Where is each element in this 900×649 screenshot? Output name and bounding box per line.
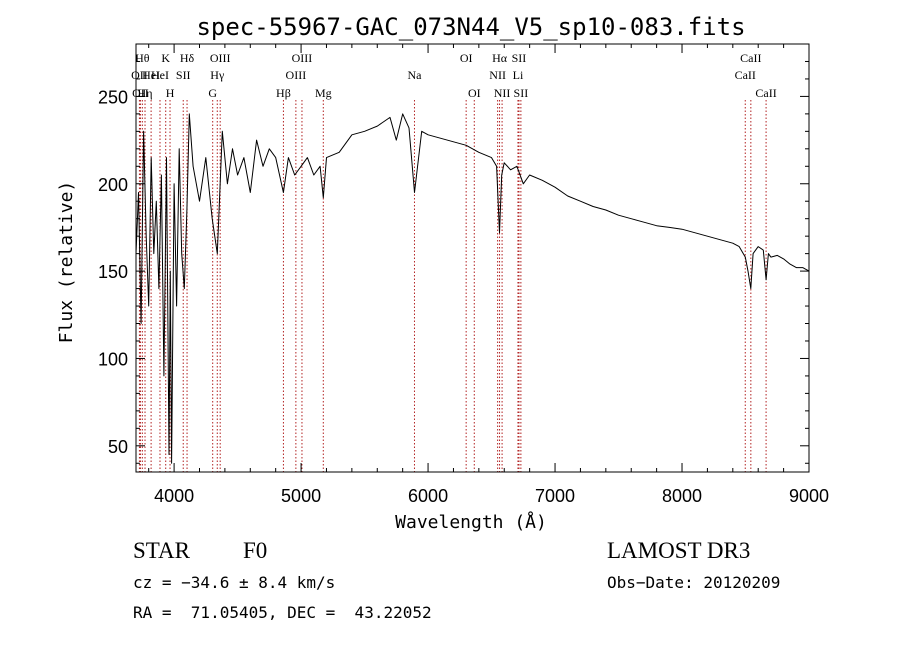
line-label: OI: [468, 86, 481, 100]
x-axis-label: Wavelength (Å): [395, 511, 547, 533]
line-label: SII: [514, 86, 529, 100]
line-label: Mg: [315, 86, 332, 100]
line-label: Hγ: [210, 68, 225, 82]
coordinates: RA = 71.05405, DEC = 43.22052: [133, 603, 432, 622]
emission-absorption-lines: OIIOIIHθHηHeIHeIKHSIIHδGHγOIIIHβOIIIOIII…: [131, 51, 777, 472]
spectrum-series: [135, 113, 810, 464]
plot-frame: [135, 43, 810, 473]
line-label: Li: [513, 68, 524, 82]
line-label: NII: [494, 86, 511, 100]
spectrum-line: [135, 113, 810, 464]
y-tick-label: 100: [98, 349, 128, 369]
line-label: Hθ: [135, 51, 150, 65]
object-class: STAR: [133, 538, 190, 563]
line-label: Hη: [138, 86, 153, 100]
x-tick-label: 5000: [281, 486, 321, 506]
line-label: K: [161, 51, 170, 65]
y-tick-label: 250: [98, 87, 128, 107]
line-label: SII: [176, 68, 191, 82]
x-axis: 4000 5000 6000 7000 8000 9000: [148, 44, 829, 506]
x-tick-label: 6000: [408, 486, 448, 506]
y-tick-label: 150: [98, 262, 128, 282]
line-label: Hα: [492, 51, 508, 65]
x-tick-label: 7000: [535, 486, 575, 506]
line-label: HeI: [142, 68, 160, 82]
line-label: OIII: [286, 68, 307, 82]
x-tick-label: 9000: [789, 486, 829, 506]
line-label: HeI: [151, 68, 169, 82]
line-label: G: [208, 86, 217, 100]
line-label: OI: [460, 51, 473, 65]
y-tick-label: 50: [108, 437, 128, 457]
y-tick-label: 200: [98, 175, 128, 195]
line-label: SII: [512, 51, 527, 65]
line-label: OIII: [210, 51, 231, 65]
y-axis: 50 100 150 200 250: [98, 60, 809, 464]
line-label: OII: [131, 68, 148, 82]
y-axis-label: Flux (relative): [56, 181, 77, 344]
line-label: Hδ: [180, 51, 195, 65]
line-label: CaII: [740, 51, 761, 65]
line-label: Hβ: [276, 86, 291, 100]
line-label: H: [166, 86, 175, 100]
line-label: Na: [407, 68, 422, 82]
line-label: CaII: [735, 68, 756, 82]
line-label: OIII: [292, 51, 313, 65]
line-label: NII: [489, 68, 506, 82]
line-label: CaII: [755, 86, 776, 100]
x-tick-label: 4000: [154, 486, 194, 506]
observation-date: Obs−Date: 20120209: [607, 573, 781, 592]
x-tick-label: 8000: [662, 486, 702, 506]
object-subclass: F0: [243, 538, 268, 563]
chart-title: spec-55967-GAC_073N44_V5_sp10-083.fits: [196, 13, 745, 41]
survey-name: LAMOST DR3: [607, 538, 751, 563]
redshift-velocity: cz = −34.6 ± 8.4 km/s: [133, 573, 336, 592]
